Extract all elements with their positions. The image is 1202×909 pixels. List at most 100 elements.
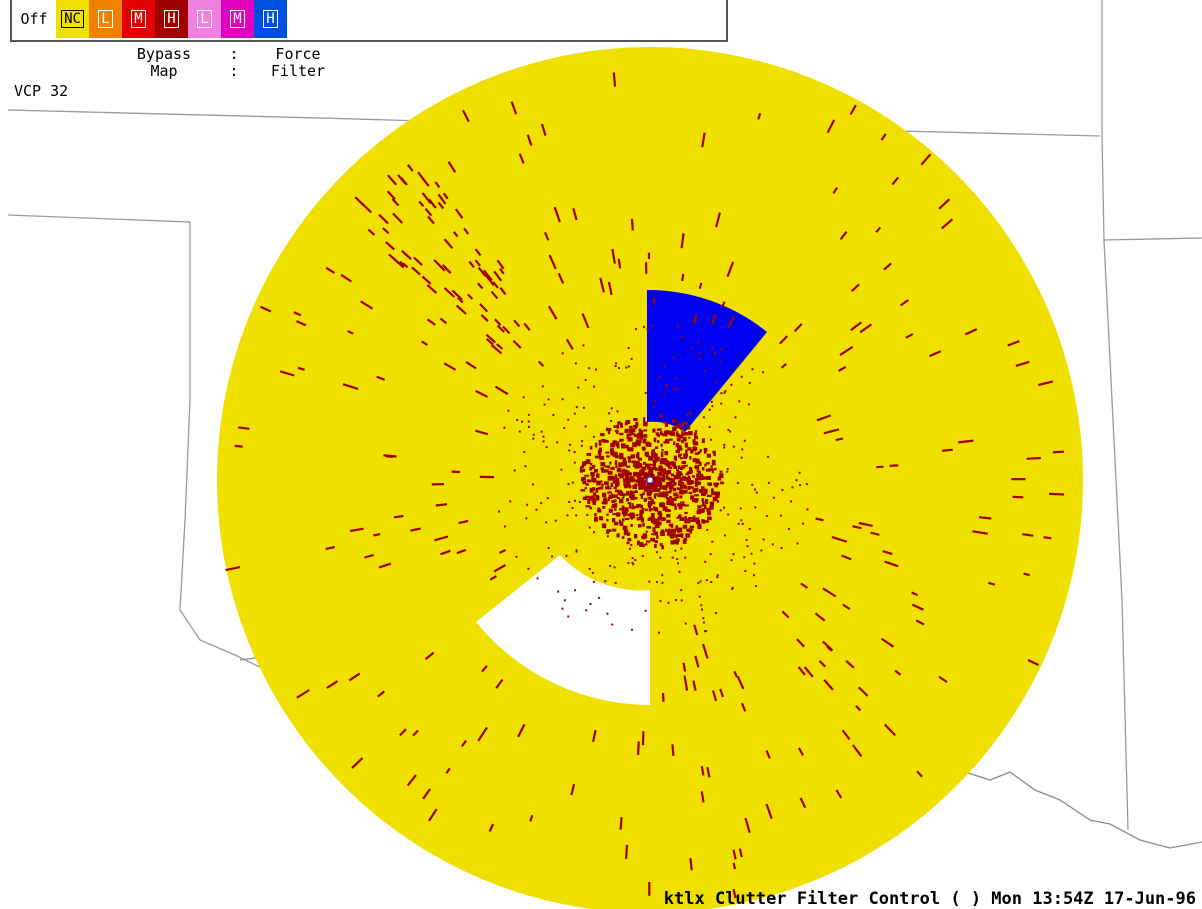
clutter-speckle [542,435,545,438]
legend-swatch-force-medium[interactable]: M [221,0,254,38]
arkansas-border [1101,135,1202,241]
clutter-core-cell [712,450,716,454]
clutter-speckle [699,357,702,360]
clutter-core-cell [638,428,642,432]
clutter-speckle [528,425,530,428]
clutter-core-cell [692,515,696,520]
clutter-core-cell [592,492,597,497]
legend-swatch-bypass-low[interactable]: L [89,0,122,38]
clutter-streak [987,581,996,586]
clutter-core-cell [672,426,677,431]
clutter-core-cell [706,462,710,465]
clutter-speckle [781,488,784,491]
clutter-streak [465,360,477,370]
clutter-streak [726,261,735,278]
clutter-core-cell [664,529,668,532]
clutter-core-cell [638,430,644,435]
clutter-speckle [566,514,569,517]
clutter-core-cell [620,473,624,476]
clutter-streak [740,702,747,712]
clutter-core-cell [657,440,660,444]
legend-swatch-force-high[interactable]: H [254,0,287,38]
clutter-core-cell [625,481,631,486]
clutter-speckle [723,534,726,537]
clutter-streak [377,690,385,698]
clutter-core-cell [661,449,664,452]
clutter-speckle [737,522,740,525]
clutter-core-cell [659,460,665,463]
clutter-core-cell [626,498,630,502]
clutter-core-cell [650,451,656,457]
clutter-core-cell [635,421,639,426]
clutter-streak [421,340,428,346]
clutter-core-cell [663,471,667,475]
clutter-streak [689,858,693,871]
clutter-speckle [659,376,662,379]
legend-swatch-off[interactable]: Off [12,0,56,38]
clutter-core-cell [584,460,589,464]
clutter-core-cell [673,539,678,545]
legend-swatch-bypass-high[interactable]: H [155,0,188,38]
clutter-speckle [701,608,703,611]
clutter-core-cell [616,512,621,517]
clutter-speckle [743,556,746,559]
clutter-core-cell [689,486,694,489]
clutter-streak [385,241,396,251]
clutter-core-cell [680,465,686,469]
legend-swatch-bypass-medium[interactable]: M [122,0,155,38]
clutter-core-cell [662,473,666,478]
bypass-sub-label: Map [150,62,178,80]
clutter-core-cell [699,473,704,477]
clutter-speckle [791,486,794,489]
clutter-core-cell [683,453,688,458]
clutter-core-cell [677,471,680,475]
clutter-streak [474,248,482,257]
clutter-core-cell [714,485,718,488]
clutter-streak [383,454,397,458]
clutter-core-cell [623,469,627,475]
clutter-core-cell [582,468,586,472]
clutter-core-cell [663,421,666,424]
clutter-core-cell [600,462,606,467]
clutter-streak [715,212,721,228]
clutter-speckle [641,554,644,557]
clutter-core-cell [660,492,663,496]
clutter-core-cell [614,451,618,457]
clutter-core-cell [619,507,623,511]
clutter-core-cell [610,450,615,456]
clutter-core-cell [717,500,720,503]
clutter-core-cell [608,428,612,431]
clutter-streak [418,200,425,208]
clutter-core-cell [637,476,641,481]
clutter-streak [451,289,463,301]
clutter-streak [1043,536,1052,540]
legend-swatch-nc[interactable]: NC [56,0,89,38]
clutter-streak [796,638,805,648]
clutter-streak [325,266,336,275]
clutter-streak [437,201,445,210]
clutter-speckle [541,385,544,388]
clutter-core-cell [655,480,660,486]
clutter-speckle [654,400,657,403]
clutter-core-cell [628,485,632,489]
clutter-speckle [535,508,538,511]
clutter-core-cell [653,494,657,499]
clutter-core-cell [628,447,633,450]
clutter-core-cell [667,477,673,481]
legend-swatch-force-low[interactable]: L [188,0,221,38]
clutter-core-cell [622,518,625,522]
clutter-core-cell [623,478,627,482]
clutter-streak [721,301,726,308]
clutter-core-cell [697,471,701,476]
clutter-core-cell [656,428,660,431]
clutter-speckle [582,344,585,347]
clutter-core-cell [654,518,660,521]
clutter-speckle [754,488,756,491]
clutter-core-cell [642,471,645,476]
clutter-streak [1052,450,1064,454]
clutter-core-cell [617,490,622,495]
clutter-streak [765,803,773,820]
clutter-streak [845,659,855,669]
swatch-bypass-high-label: H [164,10,179,28]
clutter-speckle [716,576,719,579]
